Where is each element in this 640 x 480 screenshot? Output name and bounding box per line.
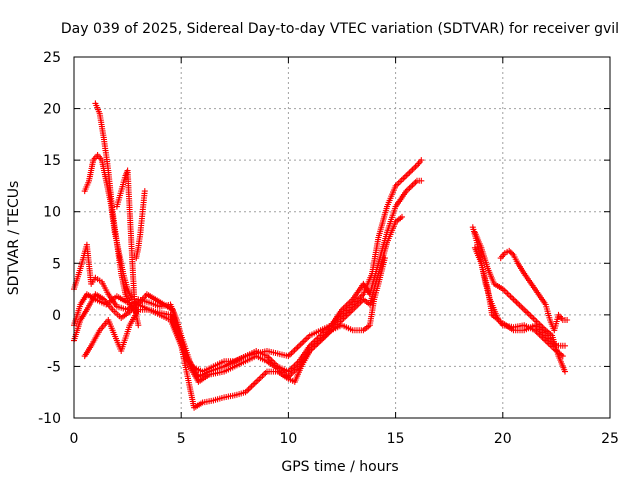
series-track-10 [471, 229, 568, 375]
x-tick-labels: 0 5 10 15 20 25 [70, 431, 619, 447]
data-points [71, 100, 571, 411]
series-markers [497, 247, 571, 334]
series-markers [471, 229, 568, 375]
y-axis-label: SDTVAR / TECUs [6, 181, 22, 296]
x-tick-label: 10 [279, 431, 297, 447]
x-axis-label: GPS time / hours [281, 459, 398, 475]
x-tick-label: 5 [177, 431, 186, 447]
y-tick-label: 15 [43, 153, 61, 169]
y-tick-labels: -10 -5 0 5 10 15 20 25 [38, 50, 61, 427]
series-markers [133, 188, 148, 262]
x-tick-label: 25 [601, 431, 619, 447]
tick-marks [73, 56, 611, 419]
series-markers [471, 244, 568, 349]
series-track-8 [133, 188, 148, 262]
x-tick-label: 20 [494, 431, 512, 447]
x-tick-label: 15 [387, 431, 405, 447]
series-markers [113, 167, 142, 329]
plot-frame [73, 56, 611, 419]
y-tick-label: 10 [43, 205, 61, 221]
x-tick-label: 0 [70, 431, 79, 447]
series-track-4 [81, 255, 388, 411]
y-tick-label: -10 [38, 411, 61, 427]
series-markers [81, 255, 388, 411]
chart-title: Day 039 of 2025, Sidereal Day-to-day VTE… [61, 21, 619, 37]
series-track-12 [471, 244, 568, 349]
series-track-7 [113, 167, 142, 329]
y-tick-label: -5 [47, 359, 61, 375]
y-tick-label: 0 [52, 308, 61, 324]
y-tick-label: 5 [52, 256, 61, 272]
grid-lines [74, 57, 610, 418]
y-tick-label: 25 [43, 50, 61, 66]
series-track-6 [81, 152, 135, 303]
series-markers [81, 152, 135, 303]
series-track-11 [497, 247, 571, 334]
y-tick-label: 20 [43, 102, 61, 118]
